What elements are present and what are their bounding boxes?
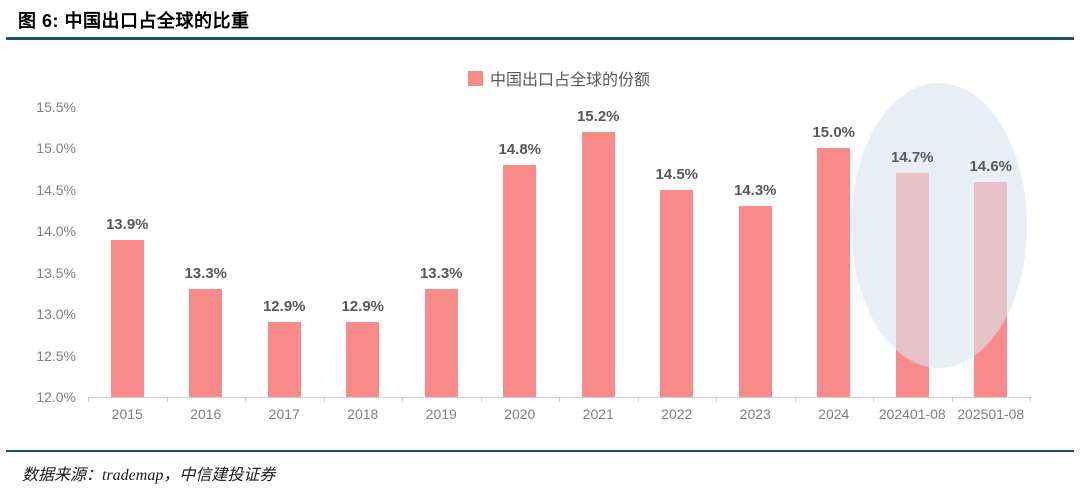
- bar-2022: [660, 189, 694, 397]
- bar-2021: [581, 131, 615, 397]
- bar-2017: [267, 322, 301, 397]
- x-axis-category-label: 2015: [111, 406, 143, 422]
- x-axis-tick-mark: [88, 397, 89, 402]
- y-axis-tick-label: 12.5%: [36, 347, 76, 364]
- chart-legend: 中国出口占全球的份额: [88, 66, 1030, 90]
- x-axis-category-label: 2024: [818, 406, 850, 422]
- x-axis-category-label: 202401-08: [878, 406, 946, 422]
- bar-2015: [110, 239, 144, 397]
- bar-value-label: 15.2%: [576, 107, 620, 125]
- bar-2016: [189, 289, 223, 397]
- y-axis-tick-label: 15.0%: [36, 140, 76, 157]
- data-source-note: 数据来源：trademap，中信建投证券: [22, 467, 276, 484]
- legend-label: 中国出口占全球的份额: [489, 72, 650, 89]
- bar-202501-08: [974, 181, 1008, 397]
- x-axis-tick-mark: [873, 397, 874, 402]
- bar-value-label: 14.6%: [969, 157, 1013, 175]
- x-axis-category-label: 202501-08: [957, 406, 1025, 422]
- x-axis-tick-mark: [480, 397, 482, 402]
- x-axis-category-label: 2019: [425, 406, 457, 422]
- y-axis-tick-label: 15.5%: [36, 99, 76, 115]
- bar-value-label: 14.5%: [655, 165, 699, 183]
- bottom-divider-rule: [6, 450, 1074, 452]
- x-axis-category-label: 2020: [504, 406, 536, 422]
- bar-2020: [503, 165, 537, 397]
- x-axis-tick-mark: [402, 397, 403, 402]
- bar-value-label: 14.7%: [890, 149, 934, 167]
- x-axis-tick-mark: [1030, 397, 1031, 402]
- bar-chart: 中国出口占全球的份额 12.0% 12.5% 13.0% 13.5% 14.0% 14.5…: [0, 40, 1080, 450]
- bar-2024: [817, 148, 851, 397]
- bar-value-label: 12.9%: [341, 298, 385, 316]
- x-axis-category-label: 2023: [739, 406, 771, 422]
- y-axis-tick-label: 12.0%: [36, 389, 76, 405]
- bar-value-label: 13.9%: [105, 215, 149, 233]
- x-axis-tick-mark: [951, 397, 953, 402]
- bar-value-label: 15.0%: [812, 124, 856, 142]
- x-axis-category-label: 2016: [190, 406, 222, 422]
- figure-title: 图 6: 中国出口占全球的比重: [18, 11, 250, 31]
- y-axis-tick-label: 13.0%: [36, 306, 76, 323]
- x-axis-tick-mark: [166, 397, 168, 402]
- x-axis-tick-mark: [794, 397, 796, 402]
- bar-2019: [424, 289, 458, 397]
- bar-value-label: 13.3%: [419, 265, 463, 283]
- x-axis-tick-mark: [245, 397, 246, 402]
- x-axis-tick-mark: [716, 397, 717, 402]
- x-axis-category-label: 2017: [268, 406, 300, 422]
- x-axis-category-label: 2018: [347, 406, 379, 422]
- bar-2018: [346, 322, 380, 397]
- x-axis-category-label: 2022: [661, 406, 693, 422]
- y-axis-tick-label: 13.5%: [36, 264, 76, 281]
- bar-value-label: 14.8%: [498, 141, 542, 158]
- x-axis-tick-mark: [637, 397, 639, 402]
- bar-2023: [738, 206, 772, 397]
- x-axis-category-label: 2021: [582, 406, 614, 422]
- y-axis-tick-label: 14.5%: [36, 181, 76, 198]
- bar-value-label: 12.9%: [262, 298, 306, 316]
- bar-value-label: 13.3%: [184, 265, 228, 283]
- x-axis-tick-mark: [323, 397, 325, 402]
- bar-202401-08: [895, 173, 929, 397]
- top-divider-rule: [6, 37, 1074, 40]
- x-axis-tick-mark: [559, 397, 560, 402]
- y-axis-tick-label: 14.0%: [36, 223, 76, 240]
- bar-value-label: 14.3%: [733, 182, 777, 200]
- legend-swatch-icon: [467, 70, 483, 86]
